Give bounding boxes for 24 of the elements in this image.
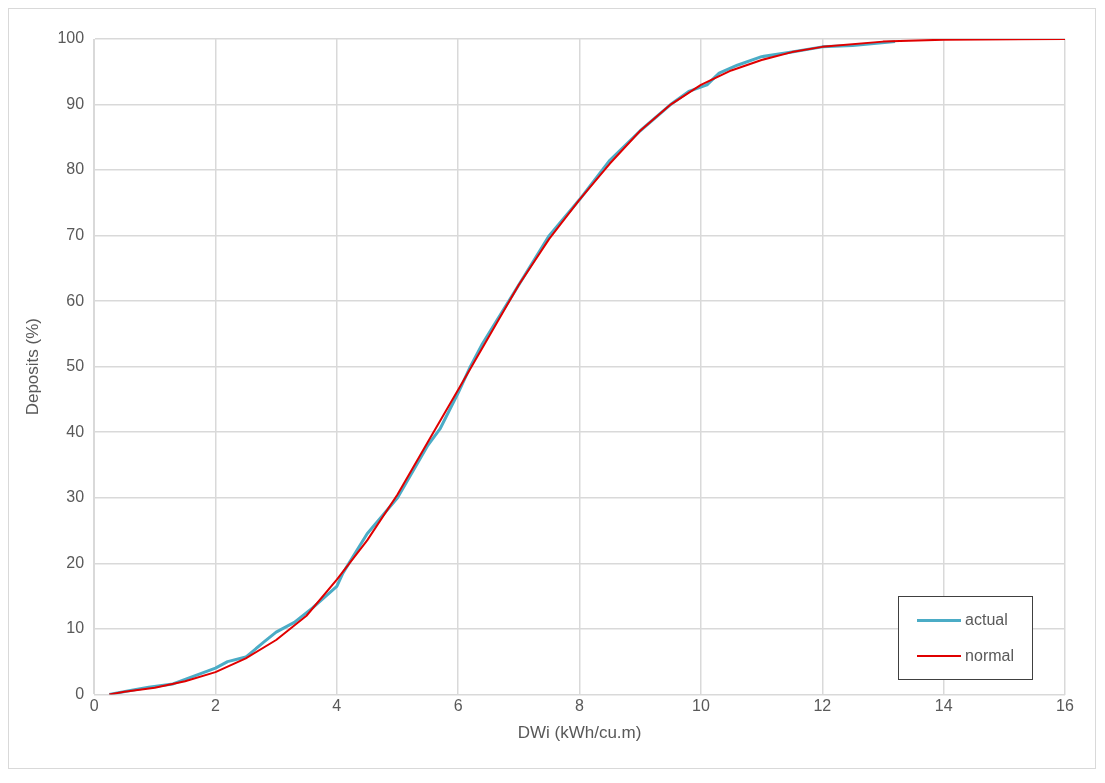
x-axis-title: DWi (kWh/cu.m) [517, 723, 642, 743]
x-tick-label: 8 [575, 697, 585, 715]
y-tick-label: 90 [66, 94, 85, 112]
x-tick-label: 12 [813, 697, 832, 715]
x-tick-label: 10 [692, 697, 710, 715]
legend-label: normal [965, 647, 1014, 665]
x-tick-label: 16 [1056, 697, 1074, 715]
y-tick-label: 70 [66, 226, 85, 244]
y-tick-label: 10 [66, 619, 85, 637]
y-tick-label: 50 [66, 357, 85, 375]
x-tick-label: 14 [934, 697, 953, 715]
y-axis-title: Deposits (%) [22, 318, 42, 416]
x-tick-label: 2 [211, 697, 221, 715]
y-tick-label: 20 [66, 553, 85, 571]
y-tick-label: 40 [66, 422, 85, 440]
x-tick-label: 4 [332, 697, 342, 715]
x-tick-label: 0 [89, 697, 99, 715]
y-tick-label: 100 [57, 29, 85, 47]
y-tick-label: 80 [66, 160, 85, 178]
y-tick-label: 60 [66, 291, 85, 309]
legend-label: actual [965, 611, 1008, 629]
y-tick-label: 30 [66, 488, 85, 506]
x-tick-label: 6 [453, 697, 463, 715]
y-tick-label: 0 [75, 684, 85, 702]
